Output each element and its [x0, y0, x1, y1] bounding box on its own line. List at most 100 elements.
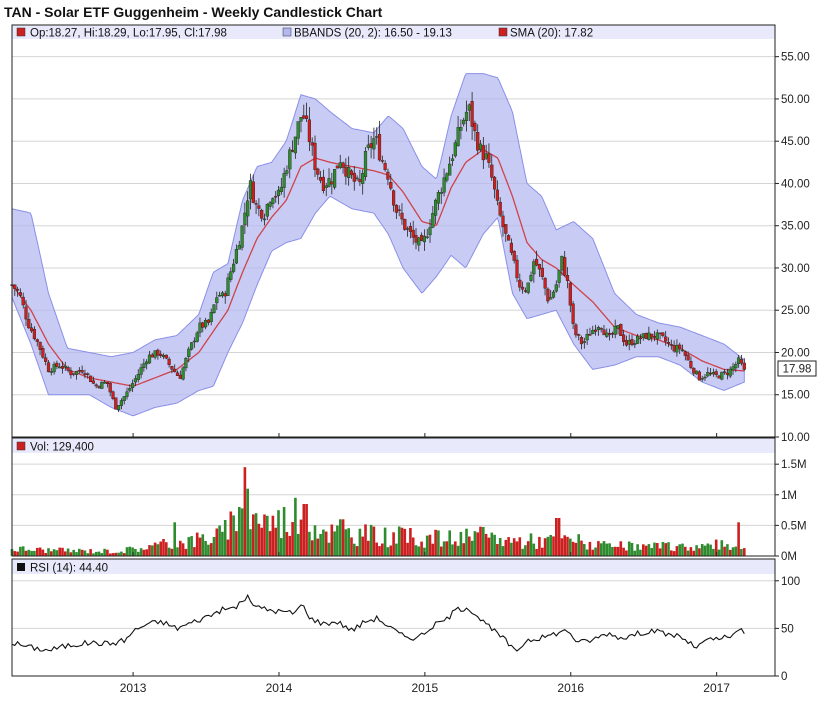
volume-bar: [414, 545, 418, 556]
volume-bar: [333, 531, 336, 556]
candle-down: [669, 344, 673, 346]
candle-up: [695, 370, 699, 375]
candle-down: [725, 372, 729, 375]
candle-up: [711, 372, 715, 375]
volume-legend-marker: [16, 441, 26, 451]
volume-bar: [341, 519, 345, 556]
volume-bar: [496, 544, 499, 556]
volume-bar: [448, 530, 451, 556]
x-tick-label: 2016: [557, 681, 584, 695]
volume-bar: [743, 548, 746, 556]
candle-down: [610, 333, 614, 335]
rsi-line: [11, 593, 745, 652]
last-price-label: 17.98: [783, 364, 812, 376]
volume-bar: [72, 549, 75, 556]
candle-up: [605, 332, 609, 337]
volume-bar: [709, 544, 712, 556]
volume-bar: [344, 529, 348, 556]
price-y-axis: 10.00 15.00 20.00 25.00 30.00 35.00 40.00 45.00…: [775, 52, 810, 444]
volume-bar: [437, 530, 440, 556]
volume-bar: [75, 552, 78, 556]
rsi-legend-bar: [12, 559, 775, 574]
candle-up: [431, 213, 435, 228]
volume-bar: [310, 540, 314, 556]
candle-up: [585, 334, 589, 341]
candle-up: [58, 366, 62, 369]
candle-up: [125, 391, 129, 397]
volume-bar: [347, 528, 350, 556]
volume-bar: [246, 488, 249, 556]
candle-down: [83, 373, 87, 375]
volume-bar: [510, 542, 513, 556]
volume-bar: [319, 534, 322, 556]
candle-up: [453, 142, 457, 157]
price-legend-bar: [12, 25, 775, 39]
x-axis: 2013 2014 2015 2016 2017: [120, 433, 730, 695]
volume-bar: [642, 544, 645, 556]
volume-bar: [451, 544, 454, 556]
volume-bar: [184, 548, 188, 556]
volume-bar: [145, 549, 148, 556]
volume-bar: [526, 541, 530, 556]
candle-down: [521, 286, 525, 290]
candle-down: [173, 368, 177, 373]
volume-bar: [299, 519, 303, 556]
candle-up: [596, 327, 600, 330]
candle-down: [24, 306, 28, 320]
candle-down: [652, 336, 657, 338]
candle-down: [599, 328, 603, 330]
volume-bar: [162, 539, 165, 556]
volume-bar: [543, 538, 547, 556]
volume-bar: [630, 543, 634, 556]
x-tick-label: 2015: [412, 681, 439, 695]
rsi-y-tick-label: 0: [781, 671, 787, 683]
candle-up: [122, 396, 126, 401]
volume-bar: [148, 545, 151, 556]
candle-down: [383, 163, 387, 170]
volume-bar: [521, 548, 524, 556]
candle-up: [355, 177, 359, 180]
candle-down: [689, 361, 693, 368]
volume-bar: [425, 535, 429, 556]
volume-bar: [209, 543, 213, 556]
candle-down: [709, 372, 713, 375]
volume-panel: 0M 0.5M 1M 1.5M Vol: 129,400: [10, 437, 807, 563]
candle-down: [369, 143, 373, 148]
candle-down: [397, 209, 401, 211]
volume-bar: [13, 551, 17, 556]
candle-up: [703, 376, 707, 379]
volume-bar: [27, 549, 31, 556]
volume-bar: [681, 543, 684, 556]
candle-down: [622, 334, 626, 342]
volume-bar: [322, 529, 325, 556]
candle-down: [504, 224, 508, 234]
volume-bar: [726, 544, 729, 556]
volume-bar: [498, 538, 502, 556]
volume-bar: [462, 543, 465, 556]
volume-bar: [52, 549, 56, 556]
volume-bar: [712, 548, 715, 556]
volume-bar: [583, 544, 586, 556]
bbands-legend: BBANDS (20, 2): 16.50 - 19.13: [294, 28, 452, 40]
candle-down: [377, 134, 382, 161]
volume-bar: [336, 525, 339, 556]
candle-up: [442, 177, 446, 193]
volume-bar: [19, 546, 22, 556]
volume-bar: [193, 547, 196, 556]
candle-down: [420, 234, 424, 241]
candle-up: [276, 189, 281, 197]
candle-down: [493, 176, 497, 190]
volume-bar: [535, 549, 538, 556]
candle-up: [560, 255, 564, 271]
candle-up: [187, 348, 191, 358]
candle-down: [717, 375, 721, 379]
volume-bar: [254, 513, 258, 556]
candle-down: [352, 172, 356, 182]
volume-bar: [381, 543, 384, 556]
volume-bar: [546, 536, 550, 556]
price-panel: 10.00 15.00 20.00 25.00 30.00 35.00 40.00 45.00…: [10, 24, 817, 444]
volume-bar: [24, 550, 28, 556]
volume-bar: [541, 547, 544, 556]
volume-bar: [249, 529, 252, 556]
candle-up: [133, 378, 137, 383]
